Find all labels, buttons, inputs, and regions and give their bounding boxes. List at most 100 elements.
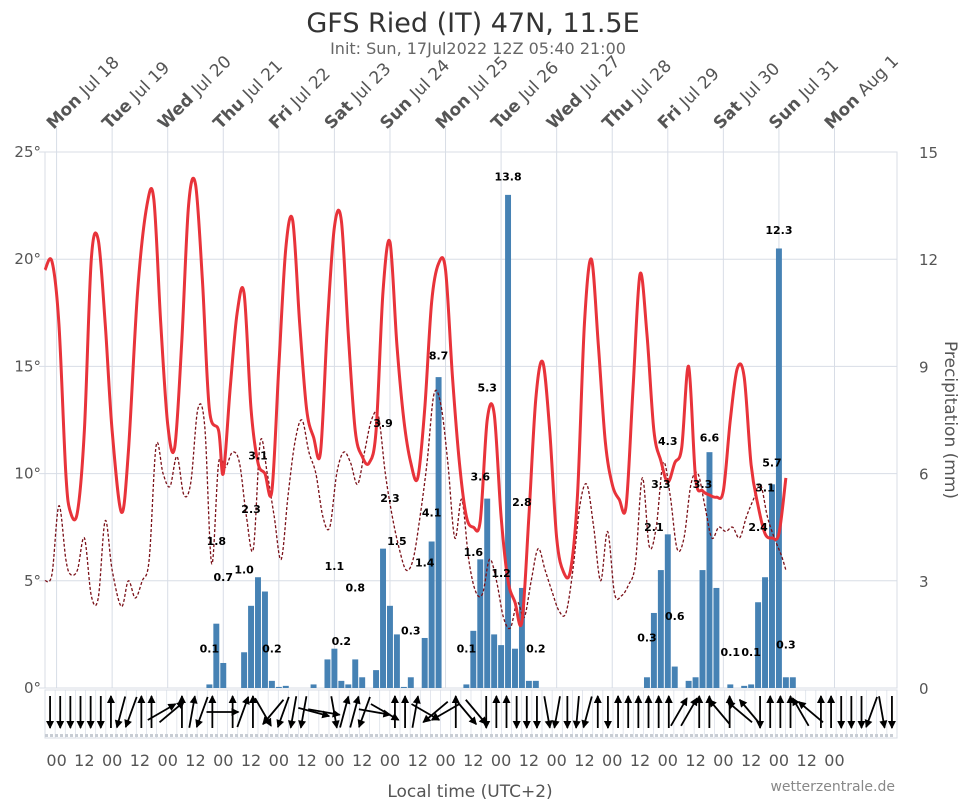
wind-arrow-head bbox=[228, 695, 237, 703]
wind-arrow-icon bbox=[76, 696, 85, 729]
wind-strip-tick bbox=[285, 734, 288, 737]
wind-strip-tick bbox=[765, 734, 768, 737]
wind-arrow-icon bbox=[624, 695, 633, 728]
precipitation-bar bbox=[393, 634, 400, 688]
wind-arrow-head bbox=[147, 695, 156, 703]
wind-arrow-icon bbox=[106, 695, 115, 728]
wind-arrow-icon bbox=[563, 696, 572, 729]
wind-strip-tick bbox=[350, 734, 353, 737]
wind-arrow-head bbox=[792, 697, 800, 707]
wind-strip-tick bbox=[875, 734, 878, 737]
precipitation-bar bbox=[671, 666, 678, 688]
precipitation-value-label: 3.3 bbox=[693, 478, 713, 491]
wind-arrow-head bbox=[189, 695, 198, 704]
precipitation-value-label: 1.5 bbox=[387, 535, 407, 548]
wind-strip-tick bbox=[890, 734, 893, 737]
wind-strip-tick bbox=[110, 734, 113, 737]
x-tick-label: 12 bbox=[741, 751, 761, 770]
wind-strip-tick bbox=[530, 734, 533, 737]
precipitation-value-label: 2.4 bbox=[748, 521, 768, 534]
wind-arrow-head bbox=[563, 721, 572, 729]
precipitation-bar bbox=[352, 659, 359, 688]
precipitation-bar bbox=[261, 591, 268, 688]
wind-strip-tick bbox=[255, 734, 258, 737]
wind-strip-tick bbox=[70, 734, 73, 737]
wind-strip-tick bbox=[120, 734, 123, 737]
precipitation-bar bbox=[373, 670, 380, 688]
wind-arrow-head bbox=[482, 721, 491, 729]
x-tick-label: 00 bbox=[213, 751, 233, 770]
wind-strip-tick bbox=[495, 734, 498, 737]
wind-strip-tick bbox=[755, 734, 758, 737]
wind-strip-tick bbox=[455, 734, 458, 737]
wind-arrow-icon bbox=[654, 695, 663, 728]
wind-strip-tick bbox=[305, 734, 308, 737]
wind-strip-tick bbox=[635, 734, 638, 737]
x-tick-label: 12 bbox=[352, 751, 372, 770]
wind-strip-tick bbox=[405, 734, 408, 737]
x-tick-label: 12 bbox=[408, 751, 428, 770]
wind-strip-tick bbox=[85, 734, 88, 737]
wind-strip-tick bbox=[705, 734, 708, 737]
wind-arrow-head bbox=[551, 720, 560, 729]
wind-strip-tick bbox=[445, 734, 448, 737]
precipitation-tick-label: 3 bbox=[919, 573, 929, 591]
x-tick-label: 00 bbox=[491, 751, 511, 770]
wind-strip-tick bbox=[175, 734, 178, 737]
precipitation-bar bbox=[241, 652, 248, 688]
wind-arrow-icon bbox=[887, 696, 896, 729]
wind-arrow-head bbox=[208, 695, 217, 703]
wind-strip-tick bbox=[650, 734, 653, 737]
precipitation-value-label: 0.6 bbox=[665, 610, 685, 623]
wind-strip-tick bbox=[390, 734, 393, 737]
x-tick-label: 00 bbox=[102, 751, 122, 770]
wind-strip-tick bbox=[850, 734, 853, 737]
wind-strip-tick bbox=[565, 734, 568, 737]
x-tick-label: 00 bbox=[324, 751, 344, 770]
wind-arrow-head bbox=[776, 695, 785, 703]
wind-strip-tick bbox=[270, 734, 273, 737]
precipitation-bar bbox=[713, 587, 720, 688]
wind-arrow-icon bbox=[857, 696, 866, 729]
wind-arrow-head bbox=[690, 697, 698, 707]
wind-strip-tick bbox=[185, 734, 188, 737]
wind-strip-tick bbox=[560, 734, 563, 737]
precipitation-bar bbox=[338, 680, 345, 688]
precipitation-value-label: 13.8 bbox=[494, 171, 521, 184]
wind-arrow-icon bbox=[349, 695, 361, 728]
precipitation-tick-label: 12 bbox=[919, 251, 938, 269]
precipitation-value-label: 1.1 bbox=[325, 560, 345, 573]
wind-strip-tick bbox=[280, 734, 283, 737]
wind-strip-tick bbox=[855, 734, 858, 737]
temperature-tick-label: 20° bbox=[14, 250, 41, 268]
wind-arrow-icon bbox=[422, 701, 449, 723]
wind-arrow-icon bbox=[137, 695, 146, 728]
x-tick-label: 12 bbox=[74, 751, 94, 770]
wind-strip-tick bbox=[485, 734, 488, 737]
credit-text: wetterzentrale.de bbox=[770, 779, 895, 795]
wind-arrow-head bbox=[739, 698, 748, 708]
precipitation-bar bbox=[463, 684, 470, 688]
wind-arrow-head bbox=[827, 695, 836, 703]
wind-strip-tick bbox=[525, 734, 528, 737]
wind-strip-tick bbox=[145, 734, 148, 737]
precipitation-bar bbox=[428, 541, 435, 688]
wind-strip-tick bbox=[170, 734, 173, 737]
wind-strip-tick bbox=[440, 734, 443, 737]
wind-arrow-icon bbox=[512, 696, 521, 729]
wind-arrow-head bbox=[502, 695, 511, 703]
wind-arrow-icon bbox=[177, 695, 186, 728]
x-tick-label: 12 bbox=[574, 751, 594, 770]
wind-strip-tick bbox=[225, 734, 228, 737]
precipitation-value-label: 5.7 bbox=[762, 456, 782, 469]
wind-arrow-head bbox=[262, 716, 271, 726]
wind-strip-tick bbox=[315, 734, 318, 737]
wind-strip-tick bbox=[780, 734, 783, 737]
wind-strip-tick bbox=[810, 734, 813, 737]
precipitation-value-label: 5.3 bbox=[477, 381, 497, 394]
wind-strip-tick bbox=[515, 734, 518, 737]
wind-arrow-icon bbox=[837, 696, 846, 729]
x-tick-label: 12 bbox=[296, 751, 316, 770]
wind-arrow-head bbox=[512, 721, 521, 729]
wind-strip-tick bbox=[795, 734, 798, 737]
